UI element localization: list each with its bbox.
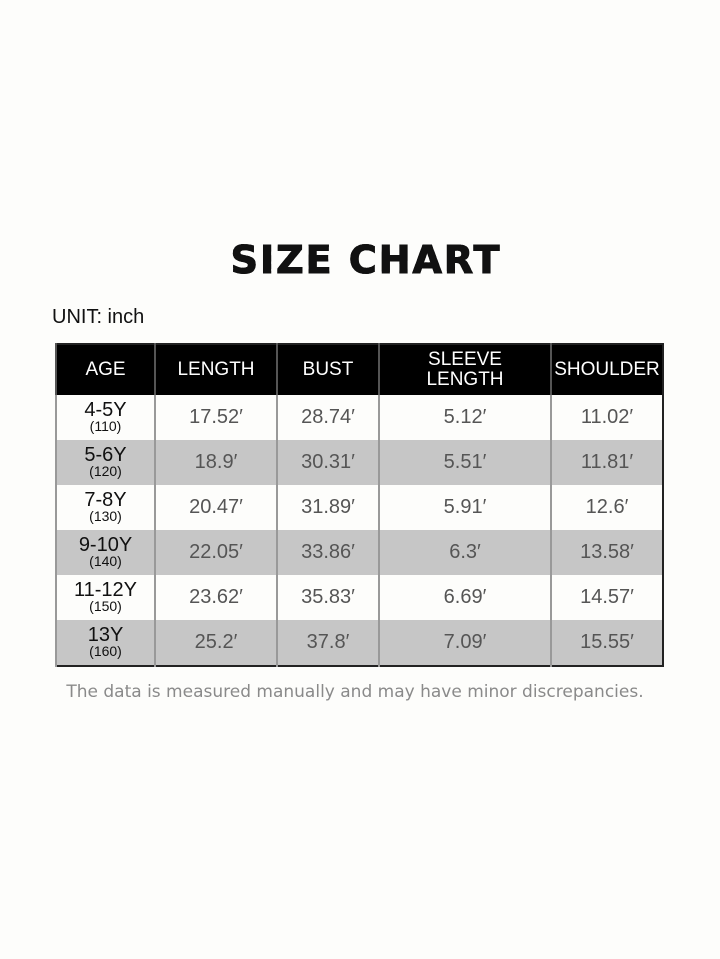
disclaimer-note: The data is measured manually and may ha…: [66, 682, 644, 702]
header-row: AGE LENGTH BUST SLEEVE LENGTH SHOULDER: [55, 344, 663, 395]
age-cell: 13Y (160): [55, 620, 155, 666]
age-cell: 9-10Y (140): [55, 530, 155, 575]
header-sleeve-length: SLEEVE LENGTH: [378, 344, 551, 395]
length-cell: 17.52′: [154, 395, 277, 440]
height-label: (130): [89, 508, 122, 524]
length-cell: 23.62′: [154, 575, 277, 620]
shoulder-cell: 11.81′: [550, 440, 663, 485]
age-cell: 4-5Y (110): [55, 395, 155, 440]
height-label: (110): [89, 418, 122, 434]
shoulder-cell: 12.6′: [550, 485, 663, 530]
table-row: 13Y (160) 25.2′ 37.8′ 7.09′ 15.55′: [55, 620, 663, 666]
shoulder-cell: 13.58′: [550, 530, 663, 575]
bust-cell: 28.74′: [276, 395, 379, 440]
age-label: 13Y: [87, 624, 124, 646]
header-bust: BUST: [276, 344, 379, 395]
length-cell: 25.2′: [154, 620, 277, 666]
page-title: SIZE CHART: [230, 238, 502, 283]
table-row: 9-10Y (140) 22.05′ 33.86′ 6.3′ 13.58′: [55, 530, 663, 575]
age-label: 9-10Y: [78, 534, 133, 556]
sleeve-cell: 5.12′: [378, 395, 551, 440]
header-shoulder: SHOULDER: [550, 344, 663, 395]
table-row: 4-5Y (110) 17.52′ 28.74′ 5.12′ 11.02′: [55, 395, 663, 440]
table-row: 7-8Y (130) 20.47′ 31.89′ 5.91′ 12.6′: [55, 485, 663, 530]
sleeve-cell: 7.09′: [378, 620, 551, 666]
length-cell: 18.9′: [154, 440, 277, 485]
age-cell: 11-12Y (150): [55, 575, 155, 620]
length-cell: 22.05′: [154, 530, 277, 575]
bust-cell: 31.89′: [276, 485, 379, 530]
sleeve-cell: 6.3′: [378, 530, 551, 575]
height-label: (150): [89, 598, 122, 614]
height-label: (140): [89, 553, 122, 569]
age-cell: 7-8Y (130): [55, 485, 155, 530]
sleeve-cell: 6.69′: [378, 575, 551, 620]
bust-cell: 37.8′: [276, 620, 379, 666]
height-label: (160): [89, 643, 122, 659]
height-label: (120): [89, 463, 122, 479]
bust-cell: 35.83′: [276, 575, 379, 620]
sleeve-cell: 5.91′: [378, 485, 551, 530]
size-table: AGE LENGTH BUST SLEEVE LENGTH SHOULDER 4…: [55, 343, 664, 667]
shoulder-cell: 15.55′: [550, 620, 663, 666]
table-row: 11-12Y (150) 23.62′ 35.83′ 6.69′ 14.57′: [55, 575, 663, 620]
table-row: 5-6Y (120) 18.9′ 30.31′ 5.51′ 11.81′: [55, 440, 663, 485]
shoulder-cell: 14.57′: [550, 575, 663, 620]
header-age: AGE: [55, 344, 155, 395]
header-length: LENGTH: [154, 344, 277, 395]
unit-label: UNIT: inch: [52, 306, 145, 328]
bust-cell: 33.86′: [276, 530, 379, 575]
shoulder-cell: 11.02′: [550, 395, 663, 440]
age-label: 4-5Y: [84, 399, 127, 421]
age-label: 7-8Y: [84, 489, 127, 511]
age-label: 5-6Y: [84, 444, 127, 466]
length-cell: 20.47′: [154, 485, 277, 530]
bust-cell: 30.31′: [276, 440, 379, 485]
age-label: 11-12Y: [73, 579, 137, 601]
sleeve-cell: 5.51′: [378, 440, 551, 485]
age-cell: 5-6Y (120): [55, 440, 155, 485]
